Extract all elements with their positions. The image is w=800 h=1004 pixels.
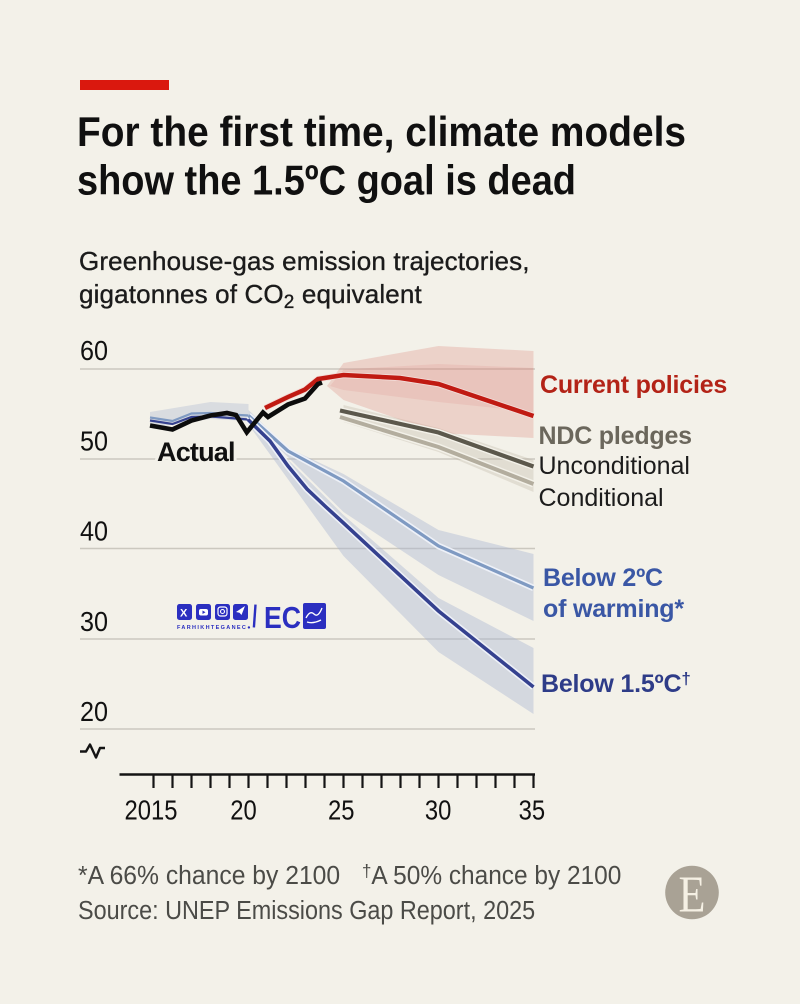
svg-text:†A 50% chance by 2100: †A 50% chance by 2100 bbox=[362, 861, 621, 891]
svg-text:25: 25 bbox=[328, 794, 354, 826]
svg-text:20: 20 bbox=[80, 696, 108, 728]
svg-text:Below 1.5ºC†: Below 1.5ºC† bbox=[541, 669, 691, 698]
svg-text:30: 30 bbox=[425, 794, 451, 826]
svg-text:Below 2ºC: Below 2ºC bbox=[543, 564, 663, 592]
svg-text:For the first time, climate mo: For the first time, climate models bbox=[77, 108, 686, 155]
svg-text:X: X bbox=[180, 608, 188, 620]
svg-text:30: 30 bbox=[80, 606, 108, 638]
svg-text:Source: UNEP Emissions Gap Rep: Source: UNEP Emissions Gap Report, 2025 bbox=[78, 897, 535, 925]
svg-text:E: E bbox=[678, 866, 705, 923]
svg-text:40: 40 bbox=[80, 515, 108, 547]
svg-text:gigatonnes of CO2 equivalent: gigatonnes of CO2 equivalent bbox=[79, 279, 423, 313]
svg-text:Greenhouse-gas emission trajec: Greenhouse-gas emission trajectories, bbox=[79, 246, 530, 276]
svg-text:show the 1.5ºC goal is dead: show the 1.5ºC goal is dead bbox=[77, 156, 576, 203]
svg-text:Conditional: Conditional bbox=[539, 484, 664, 512]
svg-text:of warming*: of warming* bbox=[543, 595, 684, 623]
svg-text:FARHIKHTEGANEC●: FARHIKHTEGANEC● bbox=[177, 625, 252, 631]
svg-text:EC: EC bbox=[264, 600, 301, 635]
svg-text:Unconditional: Unconditional bbox=[539, 452, 691, 480]
svg-text:Current policies: Current policies bbox=[540, 371, 727, 399]
svg-text:2015: 2015 bbox=[125, 794, 178, 826]
svg-text:Actual: Actual bbox=[157, 437, 235, 467]
svg-text:60: 60 bbox=[80, 335, 108, 367]
svg-text:35: 35 bbox=[519, 794, 545, 826]
svg-text:*A 66% chance by 2100: *A 66% chance by 2100 bbox=[78, 861, 340, 890]
svg-text:50: 50 bbox=[80, 425, 108, 457]
svg-text:20: 20 bbox=[230, 794, 256, 826]
svg-text:NDC pledges: NDC pledges bbox=[539, 422, 692, 450]
